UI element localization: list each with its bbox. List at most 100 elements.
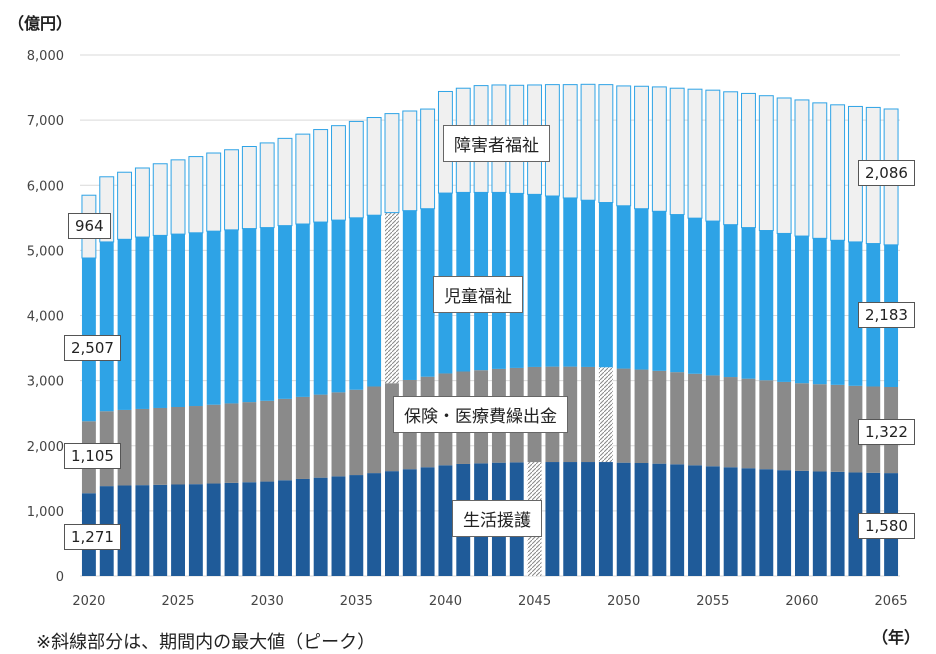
bar-2032-障害者福祉 [295, 133, 311, 225]
bar-2061-保険・医療費繰出金 [812, 384, 827, 472]
bar-2034-障害者福祉 [331, 125, 346, 221]
bar-2050-保険・医療費繰出金 [616, 368, 631, 463]
y-tick-label: 8,000 [27, 49, 64, 64]
bar-2028-障害者福祉 [224, 149, 239, 231]
bar-2038-障害者福祉 [402, 110, 418, 212]
bar-2046-生活援護 [545, 462, 560, 576]
bar-2060-生活援護 [795, 470, 809, 576]
bar-2062-生活援護 [830, 471, 845, 576]
bar-2059-障害者福祉 [776, 97, 792, 234]
bar-2053-生活援護 [670, 464, 685, 576]
bar-2053-障害者福祉 [669, 87, 685, 216]
bar-2036-生活援護 [367, 473, 382, 576]
value-label-2020-livelihood: 1,271 [64, 524, 121, 550]
bar-2055-障害者福祉 [705, 89, 721, 222]
bar-2023-児童福祉 [135, 237, 150, 409]
x-tick-label: 2050 [607, 594, 640, 609]
value-label-2065-insurance: 1,322 [858, 419, 915, 445]
value-label-2020-child: 2,507 [64, 335, 121, 361]
bar-2063-児童福祉 [848, 241, 863, 386]
bar-2057-障害者福祉 [741, 92, 756, 229]
bar-2061-障害者福祉 [812, 102, 828, 239]
bar-2045-児童福祉 [527, 194, 542, 367]
bar-2054-生活援護 [688, 465, 702, 576]
bar-2030-保険・医療費繰出金 [260, 400, 275, 482]
y-axis-unit: （億円） [8, 14, 73, 33]
bar-2029-障害者福祉 [241, 146, 257, 230]
bar-2037-生活援護 [385, 471, 399, 576]
bar-2039-生活援護 [420, 467, 435, 576]
bar-2050-児童福祉 [616, 205, 631, 369]
bar-2025-児童福祉 [171, 234, 185, 408]
bar-2038-児童福祉 [402, 210, 417, 380]
bar-2024-児童福祉 [153, 235, 168, 408]
bar-2022-児童福祉 [117, 239, 132, 410]
bar-2047-児童福祉 [563, 197, 578, 367]
bar-2050-生活援護 [616, 462, 631, 576]
value-label-2065-livelihood: 1,580 [858, 513, 915, 539]
bar-2056-生活援護 [723, 467, 738, 576]
bar-2027-児童福祉 [206, 231, 221, 405]
bar-2057-児童福祉 [741, 227, 756, 379]
x-tick-label: 2065 [875, 594, 908, 609]
bar-2057-保険・医療費繰出金 [741, 378, 756, 469]
bar-2048-児童福祉 [581, 200, 595, 367]
bar-2034-児童福祉 [331, 220, 346, 393]
bar-2029-生活援護 [242, 482, 257, 576]
bar-2023-保険・医療費繰出金 [135, 408, 150, 486]
bar-2055-児童福祉 [705, 221, 720, 376]
bar-2027-生活援護 [206, 483, 221, 576]
bar-2051-障害者福祉 [634, 85, 649, 210]
bar-2051-児童福祉 [634, 208, 649, 370]
bar-2058-障害者福祉 [758, 95, 774, 232]
bar-2050-障害者福祉 [616, 85, 632, 207]
bar-2032-児童福祉 [295, 223, 310, 397]
bar-2062-障害者福祉 [830, 104, 846, 241]
x-tick-label: 2020 [72, 594, 105, 609]
bar-2029-児童福祉 [242, 228, 257, 403]
bar-2048-障害者福祉 [580, 83, 596, 201]
bar-2031-生活援護 [278, 480, 292, 576]
bar-2023-生活援護 [135, 485, 150, 576]
bar-2063-生活援護 [848, 472, 863, 576]
bar-2028-生活援護 [224, 482, 239, 576]
value-label-2065-disability: 2,086 [858, 160, 915, 186]
bar-2049-児童福祉 [598, 202, 613, 368]
value-label-2020-disability: 964 [68, 213, 111, 239]
bar-2048-生活援護 [581, 462, 595, 576]
y-tick-label: 1,000 [27, 505, 64, 520]
bar-2060-障害者福祉 [794, 99, 810, 237]
bar-2047-生活援護 [563, 462, 578, 576]
bar-2028-保険・医療費繰出金 [224, 403, 239, 483]
bar-2053-児童福祉 [670, 214, 685, 373]
bar-2033-児童福祉 [313, 222, 328, 395]
bar-2022-保険・医療費繰出金 [117, 409, 132, 486]
bar-2029-保険・医療費繰出金 [242, 402, 257, 483]
bar-2063-保険・医療費繰出金 [848, 385, 863, 473]
bar-2033-生活援護 [313, 477, 328, 576]
x-tick-label: 2030 [251, 594, 284, 609]
bar-2025-保険・医療費繰出金 [171, 407, 185, 485]
y-tick-label: 2,000 [27, 440, 64, 455]
bar-2037-障害者福祉 [384, 113, 400, 214]
bar-2026-障害者福祉 [188, 156, 204, 234]
bar-2023-障害者福祉 [134, 167, 150, 238]
bar-2055-生活援護 [705, 466, 720, 576]
bar-2054-保険・医療費繰出金 [688, 373, 702, 466]
bar-2056-児童福祉 [723, 224, 738, 378]
bar-2052-生活援護 [652, 463, 667, 576]
bar-2037-児童福祉 [385, 212, 399, 384]
bar-2022-生活援護 [117, 485, 132, 576]
bar-2054-障害者福祉 [687, 88, 703, 219]
x-tick-label: 2060 [785, 594, 818, 609]
bar-2060-保険・医療費繰出金 [795, 383, 809, 471]
bar-2049-保険・医療費繰出金 [598, 367, 613, 463]
bar-2021-児童福祉 [99, 241, 114, 412]
bar-2034-生活援護 [331, 476, 346, 576]
footnote: ※斜線部分は、期間内の最大値（ピーク） [36, 632, 376, 653]
bar-2039-児童福祉 [420, 208, 435, 377]
bar-2031-保険・医療費繰出金 [278, 398, 292, 481]
y-tick-label: 0 [56, 570, 64, 585]
bar-2030-生活援護 [260, 481, 275, 576]
y-tick-label: 6,000 [27, 179, 64, 194]
